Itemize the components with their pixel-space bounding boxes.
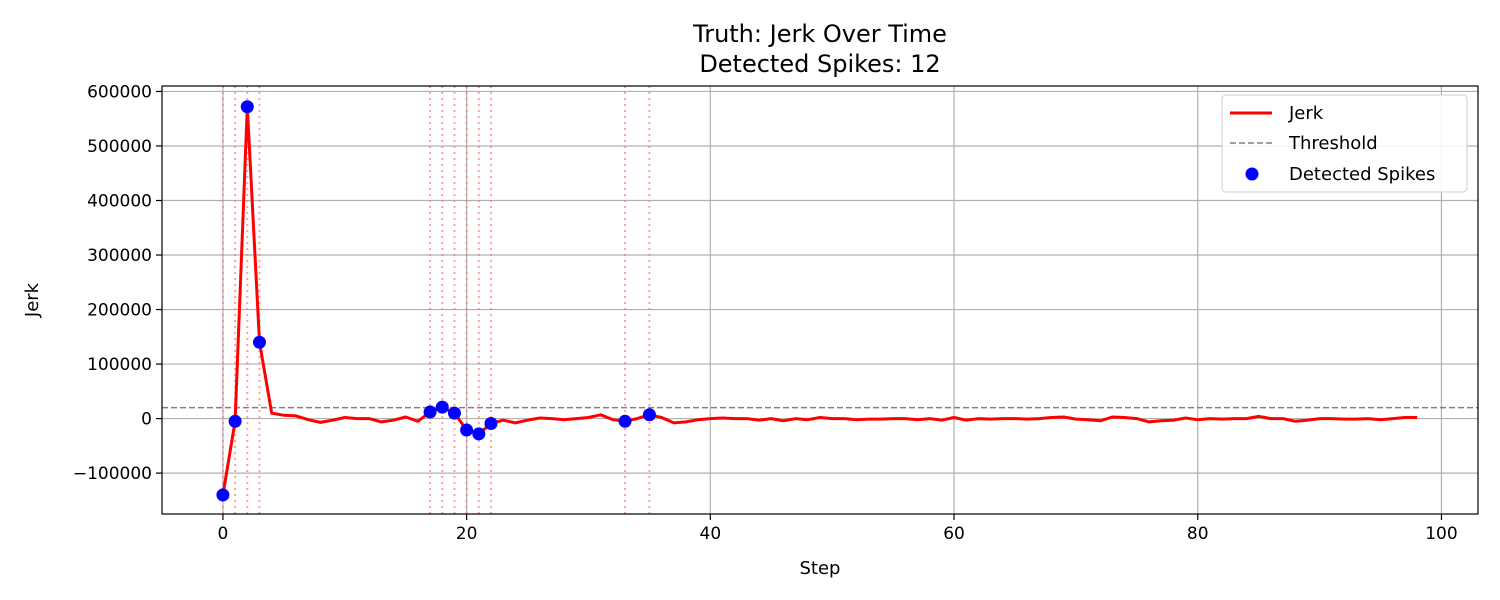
x-tick-label-0: 0 bbox=[218, 524, 229, 544]
x-tick-label-40: 40 bbox=[700, 524, 722, 544]
y-tick-label-0: −100000 bbox=[73, 464, 152, 484]
detected-spike-point-7 bbox=[460, 423, 474, 437]
legend-threshold-label: Threshold bbox=[1288, 133, 1378, 154]
detected-spike-point-4 bbox=[423, 405, 437, 419]
chart-subtitle: Detected Spikes: 12 bbox=[699, 50, 940, 78]
y-tick-label-1: 0 bbox=[141, 410, 152, 430]
spike-marker-lines bbox=[221, 86, 651, 514]
y-axis-label: Jerk bbox=[22, 282, 43, 318]
x-axis-ticks: 0 20 40 60 80 100 bbox=[218, 514, 1458, 544]
detected-spike-point-1 bbox=[228, 414, 242, 428]
x-tick-label-60: 60 bbox=[943, 524, 965, 544]
x-tick-label-100: 100 bbox=[1425, 524, 1457, 544]
y-tick-label-5: 400000 bbox=[87, 191, 152, 211]
detected-spike-point-6 bbox=[447, 406, 461, 420]
detected-spike-point-8 bbox=[472, 427, 486, 441]
y-tick-label-6: 500000 bbox=[87, 137, 152, 157]
legend: Jerk Threshold Detected Spikes bbox=[1221, 94, 1468, 193]
detected-spike-point-5 bbox=[435, 400, 449, 414]
legend-spikes-label: Detected Spikes bbox=[1289, 164, 1435, 185]
detected-spike-point-0 bbox=[216, 488, 230, 502]
chart-title-group: Truth: Jerk Over Time Detected Spikes: 1… bbox=[692, 20, 947, 78]
y-axis-ticks: −100000 0 100000 200000 300000 400000 500000 60… bbox=[73, 82, 162, 484]
x-tick-label-80: 80 bbox=[1187, 524, 1209, 544]
jerk-line bbox=[221, 105, 1418, 496]
detected-spike-point-10 bbox=[618, 414, 632, 428]
y-tick-label-3: 200000 bbox=[87, 301, 152, 321]
detected-spikes-group bbox=[216, 100, 656, 502]
y-tick-label-4: 300000 bbox=[87, 246, 152, 266]
y-tick-label-2: 100000 bbox=[87, 355, 152, 375]
legend-spikes-swatch bbox=[1245, 167, 1259, 181]
plot-frame bbox=[161, 85, 1479, 515]
x-axis-label: Step bbox=[800, 558, 841, 579]
x-tick-label-20: 20 bbox=[456, 524, 478, 544]
jerk-series-group bbox=[221, 105, 1418, 496]
y-tick-label-7: 600000 bbox=[87, 82, 152, 102]
chart-title: Truth: Jerk Over Time bbox=[692, 20, 947, 48]
detected-spike-point-2 bbox=[240, 100, 254, 114]
detected-spike-point-11 bbox=[642, 408, 656, 422]
detected-spike-point-9 bbox=[484, 416, 498, 430]
detected-spike-point-3 bbox=[252, 335, 266, 349]
legend-box bbox=[1221, 94, 1468, 193]
legend-jerk-label: Jerk bbox=[1288, 103, 1324, 124]
